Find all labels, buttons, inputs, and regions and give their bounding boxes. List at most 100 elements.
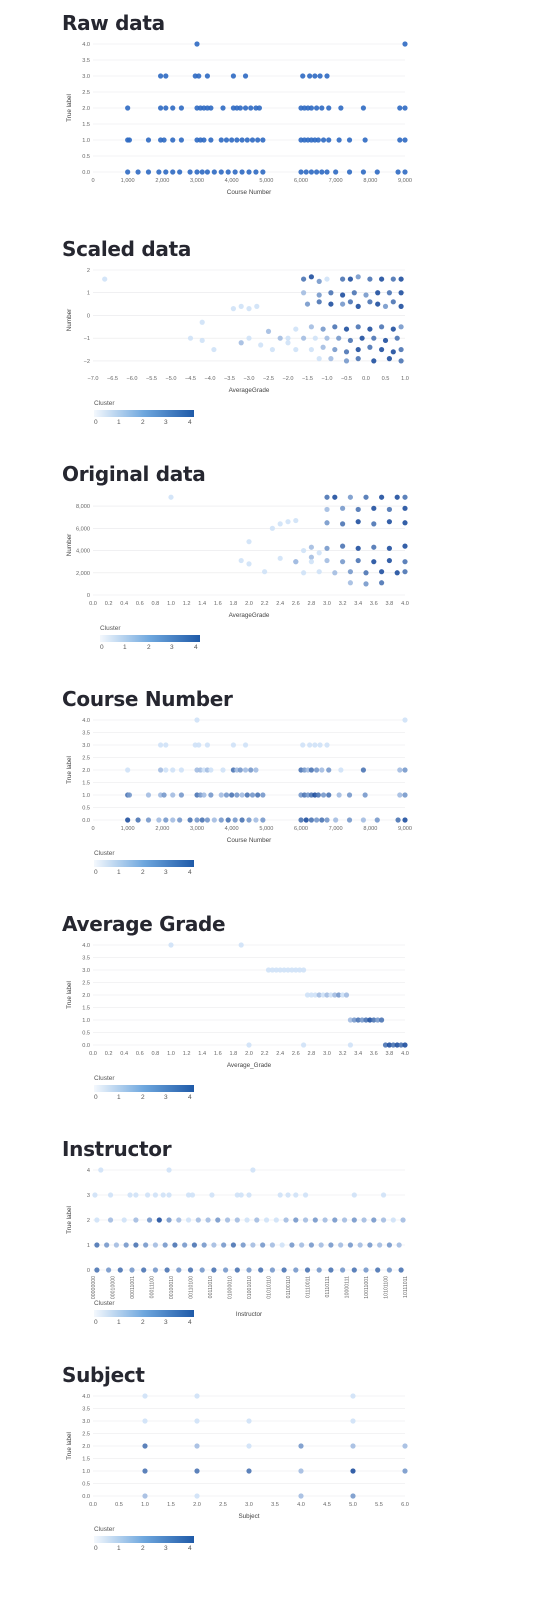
data-point [343,992,350,998]
data-point [326,767,332,773]
data-point [158,105,164,111]
data-point [328,1267,334,1273]
legend-gradient [94,860,194,867]
data-point [238,557,244,564]
data-point [98,1167,104,1173]
y-tick-label: −2 [84,359,90,365]
x-tick-label: 3.2 [339,601,347,607]
data-point [360,169,366,175]
data-point [191,1242,197,1248]
data-point [158,73,164,79]
data-point [230,73,236,79]
data-point [390,326,396,332]
data-point [283,1217,289,1223]
data-point [194,1418,200,1424]
data-point [371,544,377,550]
data-point [187,169,193,175]
data-point [308,105,314,111]
x-tick-label: −3.5 [224,376,235,382]
x-tick-label: 4.0 [401,1051,409,1057]
data-point [126,137,132,143]
data-point [104,1242,110,1248]
data-point [347,1242,353,1248]
data-point [293,326,299,332]
data-point [162,1242,168,1248]
x-tick-label: 1.8 [230,1051,238,1057]
data-point [152,1267,158,1273]
x-tick-label: −4.5 [185,376,196,382]
data-point [398,358,404,364]
data-point [379,324,385,330]
data-point [234,792,240,798]
data-point [390,1042,396,1048]
data-point [194,1443,200,1449]
y-tick-label: 2,000 [76,571,90,577]
legend-tick: 2 [141,1094,145,1101]
data-point [242,73,249,79]
data-point [302,1217,309,1223]
data-point [355,274,361,280]
data-point [293,1217,299,1223]
data-point [113,1242,119,1248]
data-point [346,169,353,175]
y-tick-label: 1.0 [82,793,90,799]
data-point [324,276,330,282]
x-tick-label: 00011100 [150,1276,156,1298]
data-point [142,1418,148,1424]
data-point [340,1267,346,1273]
legend-tick: 1 [123,644,127,651]
data-point [375,301,381,307]
data-point [285,340,291,346]
data-point [402,494,408,500]
y-tick-label: 3.5 [82,58,90,64]
data-point [208,792,214,798]
legend-tick: 2 [141,1319,145,1326]
x-tick-label: 1.0 [167,601,175,607]
data-point [293,346,299,353]
data-point [163,767,169,773]
data-point [178,137,184,143]
data-point [225,169,231,175]
data-point [303,817,309,823]
data-point [211,346,217,353]
data-point [163,105,169,111]
data-point [163,742,169,748]
data-point [194,1468,200,1474]
data-point [145,792,152,798]
data-point [170,169,176,175]
data-point [324,742,330,748]
x-tick-label: 0.8 [152,1051,160,1057]
data-point [160,1192,166,1198]
data-point [397,767,403,773]
data-point [133,1192,139,1198]
data-point [223,137,230,143]
x-tick-label: 0.2 [105,1051,113,1057]
y-axis-label: True label [66,1432,73,1460]
data-point [187,1267,194,1273]
data-point [380,1192,387,1198]
course-title: Course Number [62,687,233,711]
data-point [359,1017,365,1023]
data-point [347,276,353,282]
data-point [263,1217,270,1223]
data-point [379,346,385,353]
data-point [220,105,226,111]
data-point [199,817,205,823]
data-point [246,169,252,175]
y-axis-label: True label [66,94,73,122]
data-point [386,506,392,513]
legend-tick: 2 [147,644,151,651]
data-point [386,545,392,551]
data-point [320,137,327,143]
data-point [324,520,330,526]
data-point [361,1217,367,1223]
data-point [170,137,176,143]
data-point [141,1267,147,1273]
data-point [163,73,169,79]
y-tick-label: 3.0 [82,74,90,80]
data-point [129,1267,135,1273]
data-point [367,1242,373,1248]
data-point [260,817,266,823]
data-point [318,1242,324,1248]
x-axis-label: Course Number [227,189,271,196]
